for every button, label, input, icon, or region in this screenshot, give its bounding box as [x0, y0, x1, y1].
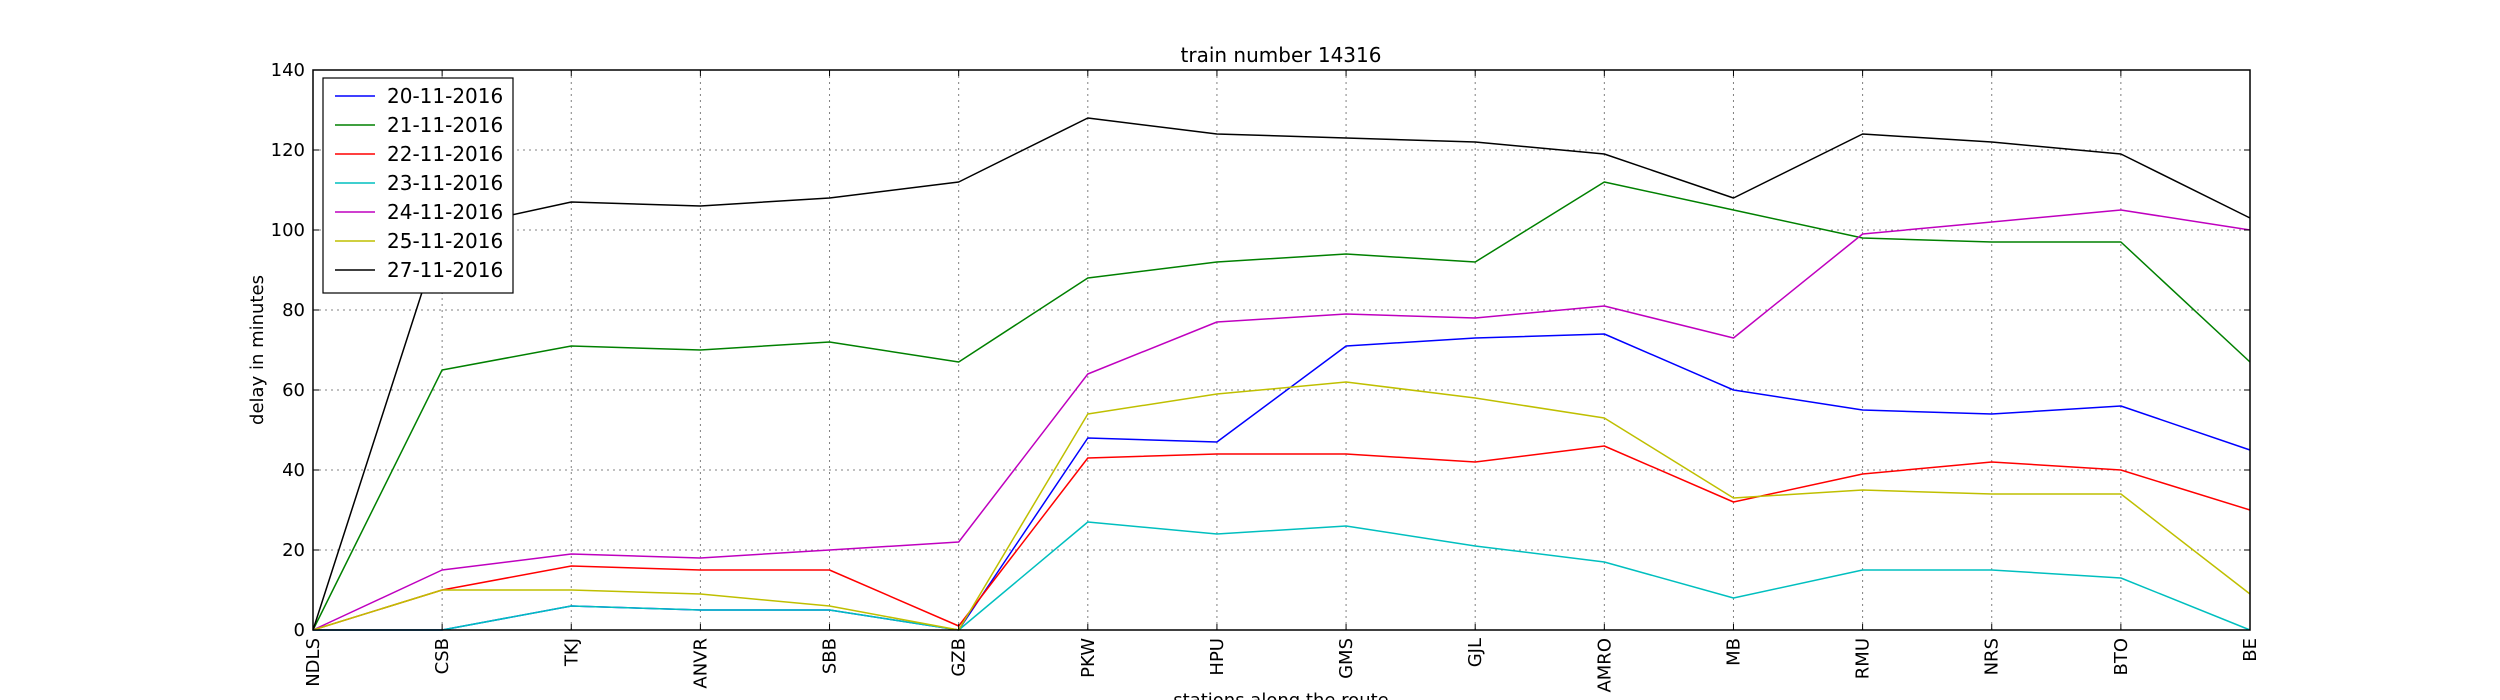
axis-ticks: NDLS CSB TKJ ANVR SBB GZB PKW HPU GMS GJL AMRO MB RM…	[271, 60, 2261, 693]
plot-frame	[312, 69, 2251, 631]
legend-label: 23-11-2016	[387, 171, 503, 195]
y-tick-label: 40	[282, 460, 305, 481]
series-lines	[312, 117, 2251, 631]
x-tick-label: ANVR	[690, 638, 711, 689]
x-tick-label: CSB	[432, 638, 453, 674]
y-tick-label: 140	[271, 60, 305, 81]
y-tick-label: 60	[282, 380, 305, 401]
series-line-20-11-2016	[313, 333, 2251, 631]
y-axis-label: delay in minutes	[247, 275, 268, 425]
x-tick-label: SBB	[820, 638, 841, 674]
legend-label: 21-11-2016	[387, 113, 503, 137]
x-tick-label: MB	[1723, 638, 1744, 666]
x-tick-label: HPU	[1207, 638, 1228, 676]
series-line-22-11-2016	[312, 445, 2251, 631]
series-line-27-11-2016	[312, 117, 2251, 631]
x-tick-label: BE	[2240, 638, 2261, 662]
legend-label: 22-11-2016	[387, 142, 503, 166]
x-tick-label: PKW	[1078, 638, 1099, 678]
y-tick-label: 20	[282, 540, 305, 561]
x-tick-label: TKJ	[561, 638, 582, 667]
x-tick-label: GZB	[949, 638, 970, 677]
x-tick-label: GMS	[1336, 638, 1357, 679]
legend-label: 24-11-2016	[387, 200, 503, 224]
legend-label: 27-11-2016	[387, 258, 503, 282]
legend-label: 25-11-2016	[387, 229, 503, 253]
x-tick-label: NRS	[1982, 638, 2003, 675]
legend-label: 20-11-2016	[387, 84, 503, 108]
series-line-25-11-2016	[312, 381, 2251, 631]
series-line-21-11-2016	[312, 181, 2251, 631]
legend-box	[322, 77, 514, 294]
chart-title: train number 14316	[1181, 43, 1382, 67]
x-tick-label: BTO	[2111, 638, 2132, 676]
grid	[313, 70, 2250, 630]
series-line-24-11-2016	[312, 209, 2251, 631]
y-tick-label: 120	[271, 140, 305, 161]
y-tick-label: 100	[271, 220, 305, 241]
x-axis-label: stations along the route	[1173, 690, 1388, 700]
x-tick-label: GJL	[1465, 638, 1486, 667]
y-tick-label: 0	[294, 620, 305, 641]
legend: 20-11-2016 21-11-2016 22-11-2016 23-11-2016…	[322, 77, 514, 294]
x-tick-label: AMRO	[1594, 638, 1615, 693]
x-tick-label: NDLS	[303, 638, 324, 687]
x-tick-label: RMU	[1853, 638, 1874, 679]
series-line-23-11-2016	[313, 521, 2251, 631]
y-tick-label: 80	[282, 300, 305, 321]
